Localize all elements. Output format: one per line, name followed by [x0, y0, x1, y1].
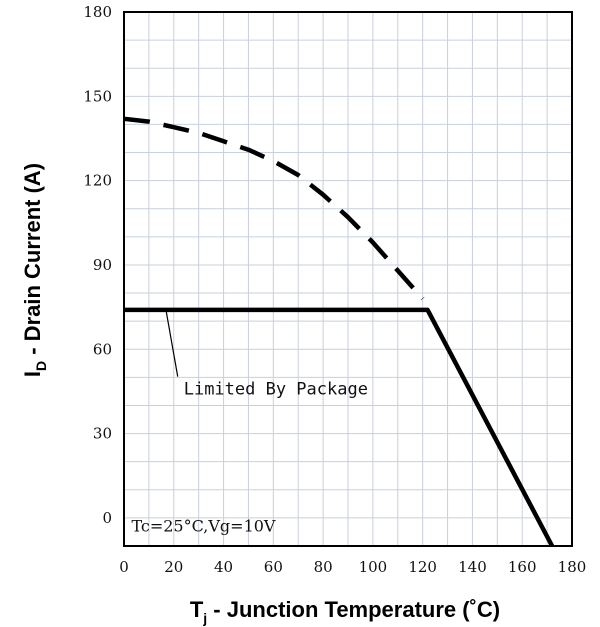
y-tick-label: 150 [83, 87, 112, 105]
y-tick-label: 120 [83, 172, 112, 190]
x-tick-label: 100 [359, 558, 388, 576]
y-tick-label: 180 [83, 3, 112, 21]
grid [124, 12, 572, 546]
x-tick-label: 60 [264, 558, 283, 576]
x-axis-title-subscript: j [202, 610, 207, 626]
y-axis-title-subscript: D [33, 361, 49, 371]
x-axis-title: Tj - Junction Temperature (˚C) [190, 597, 500, 626]
x-tick-label: 40 [214, 558, 233, 576]
series-line-solid [124, 307, 555, 548]
y-axis-title: ID - Drain Current (A) [20, 163, 49, 377]
x-tick-label: 140 [458, 558, 487, 576]
x-tick-label: 180 [558, 558, 587, 576]
annotation-leader-line [165, 311, 179, 377]
annotation-limited-by-package: Limited By Package [184, 380, 368, 400]
annotation-test-conditions: Tc=25°C,Vg=10V [131, 516, 275, 535]
x-tick-label: 20 [164, 558, 183, 576]
series-line-dashed [123, 116, 425, 301]
y-tick-label: 90 [93, 256, 112, 274]
y-tick-labels: 180 150 120 90 60 30 0 [83, 3, 112, 527]
x-axis-title-main: T [190, 597, 204, 622]
y-axis-title-rest: - Drain Current (A) [20, 163, 45, 361]
y-tick-label: 60 [93, 340, 112, 358]
y-axis-title-main: I [20, 371, 45, 377]
series-layer [123, 116, 555, 548]
y-tick-label: 0 [102, 509, 112, 527]
x-tick-label: 120 [408, 558, 437, 576]
x-tick-label: 0 [119, 558, 129, 576]
x-tick-labels: 0 20 40 60 80 100 120 140 160 180 [119, 558, 586, 576]
plot-frame [123, 11, 573, 547]
y-tick-label: 30 [93, 425, 112, 443]
x-axis-title-rest: - Junction Temperature (˚C) [207, 597, 500, 622]
x-tick-label: 80 [314, 558, 333, 576]
x-tick-label: 160 [508, 558, 537, 576]
